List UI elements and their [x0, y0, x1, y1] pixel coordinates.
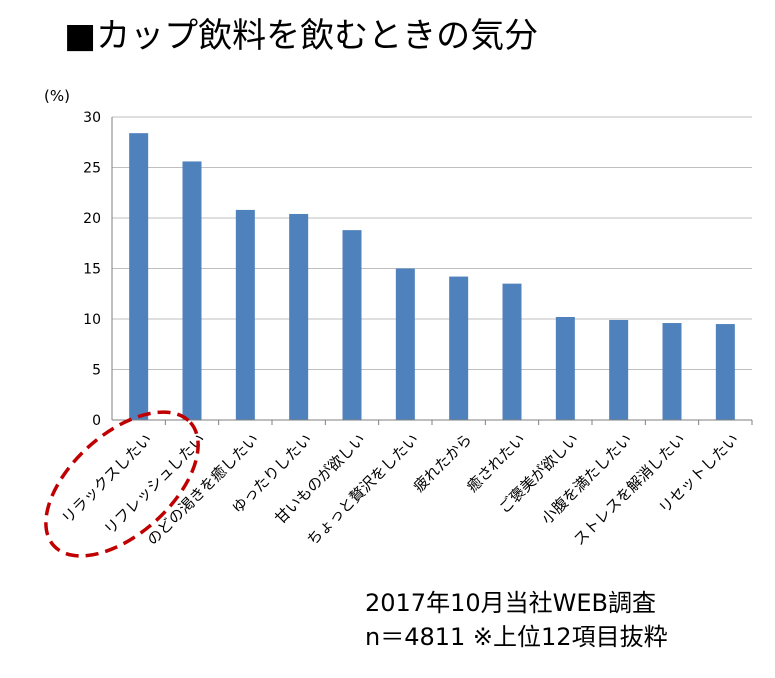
- bar: [609, 320, 629, 420]
- x-axis-category-labels: リラックスしたいリフレッシュしたいのどの渇きを癒したいゆったりしたい甘いものが欲…: [58, 430, 742, 549]
- x-category-label: リラックスしたい: [58, 430, 155, 527]
- bars: [129, 133, 735, 420]
- bar: [342, 230, 362, 420]
- bar: [235, 209, 255, 420]
- y-axis-ticks: 0 5 10 15 20 25 30: [83, 110, 101, 429]
- y-axis-unit-label: (%): [44, 87, 70, 105]
- y-tick-label: 10: [83, 312, 101, 328]
- y-tick-label: 5: [92, 363, 101, 379]
- y-tick-label: 30: [83, 110, 101, 126]
- x-category-label: リフレッシュしたい: [101, 430, 209, 538]
- y-tick-label: 15: [83, 262, 101, 278]
- bar: [715, 324, 735, 420]
- bar: [449, 276, 469, 420]
- axes: [111, 117, 753, 425]
- y-tick-label: 25: [83, 161, 101, 177]
- survey-notes: 2017年10月当社WEB調査 n＝4811 ※上位12項目抜粋: [365, 586, 668, 654]
- bar: [395, 268, 415, 420]
- bar: [662, 323, 682, 420]
- x-category-label: 甘いものが欲しい: [271, 430, 369, 528]
- bar: [182, 161, 202, 420]
- bar: [555, 316, 575, 420]
- bar: [289, 213, 309, 420]
- x-category-label: 小腹を満たしたい: [538, 430, 636, 528]
- chart-title: ■カップ飲料を飲むときの気分: [64, 16, 539, 56]
- bar: [129, 133, 149, 420]
- gridlines: [112, 116, 752, 370]
- y-tick-label: 20: [83, 211, 101, 227]
- survey-source-note: 2017年10月当社WEB調査: [365, 589, 656, 617]
- sample-size-note: n＝4811 ※上位12項目抜粋: [365, 623, 668, 651]
- bar: [502, 283, 522, 420]
- y-tick-label: 0: [92, 413, 101, 429]
- highlight-ellipse: [44, 410, 200, 558]
